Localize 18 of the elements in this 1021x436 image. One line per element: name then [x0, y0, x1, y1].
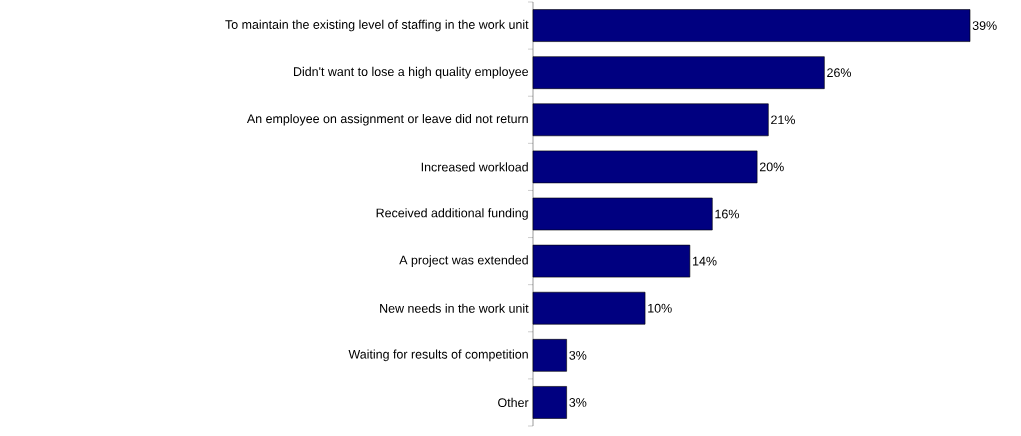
y-tick-label: Waiting for results of competition	[348, 349, 528, 362]
data-label: 16%	[715, 209, 739, 219]
y-tick-label: To maintain the existing level of staffing in the work unit	[225, 19, 529, 32]
y-tick-label: New needs in the work unit	[380, 303, 529, 313]
data-label: 14%	[693, 256, 717, 266]
data-label: 3%	[569, 350, 587, 360]
y-tick-label: An employee on assignment or leave did not return	[246, 113, 528, 126]
data-label: 3%	[569, 398, 587, 407]
data-label: 26%	[827, 68, 852, 78]
data-label: 20%	[759, 162, 784, 172]
y-tick-label: Received additional funding	[376, 208, 528, 220]
y-tick-label: Didn't want to lose a high quality employee	[294, 66, 529, 79]
data-label: 10%	[648, 303, 672, 313]
y-tick-label: A project was extended	[399, 255, 528, 267]
y-tick-label: Increased workload	[421, 162, 528, 172]
data-label: 39%	[972, 21, 997, 30]
data-label: 21%	[771, 115, 795, 125]
y-tick-label: Other	[498, 397, 529, 408]
